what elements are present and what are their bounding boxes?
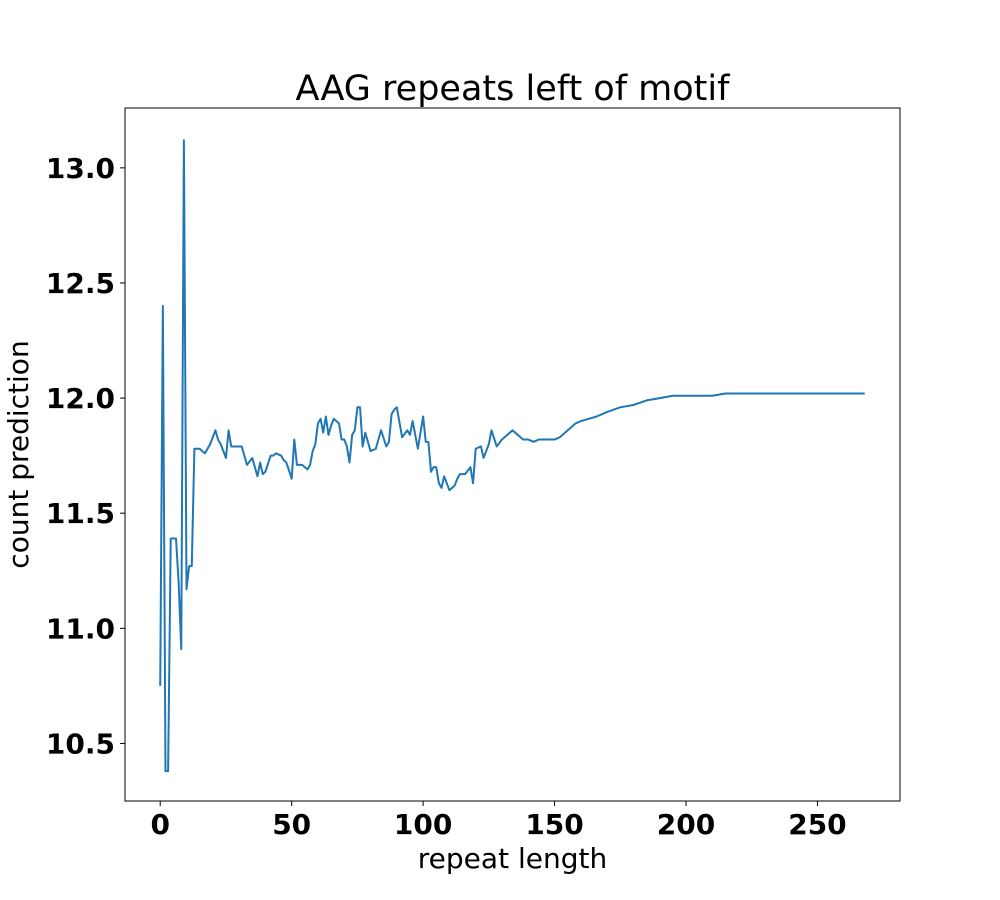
x-tick-label: 100 xyxy=(394,808,452,841)
x-tick-label: 200 xyxy=(657,808,715,841)
y-tick-label: 12.5 xyxy=(46,267,115,300)
axis-ticks: 0 50 100 150 200 250 10.5 11.0 11.5 12.0 12.5 13.0 xyxy=(46,152,847,841)
chart-title: AAG repeats left of motif xyxy=(296,69,731,109)
y-tick-label: 13.0 xyxy=(46,152,115,185)
series-line xyxy=(159,139,865,773)
y-tick-label: 10.5 xyxy=(46,727,115,760)
x-tick-label: 150 xyxy=(525,808,583,841)
y-tick-label: 11.5 xyxy=(46,497,115,530)
y-axis-label: count prediction xyxy=(2,340,35,568)
x-axis-label: repeat length xyxy=(418,842,607,875)
series-layer xyxy=(159,139,865,773)
plot-area xyxy=(124,107,901,802)
y-tick-label: 12.0 xyxy=(46,382,115,415)
x-tick-label: 250 xyxy=(788,808,846,841)
y-tick-label: 11.0 xyxy=(46,612,115,645)
x-tick-label: 50 xyxy=(272,808,311,841)
x-tick-label: 0 xyxy=(150,808,169,841)
